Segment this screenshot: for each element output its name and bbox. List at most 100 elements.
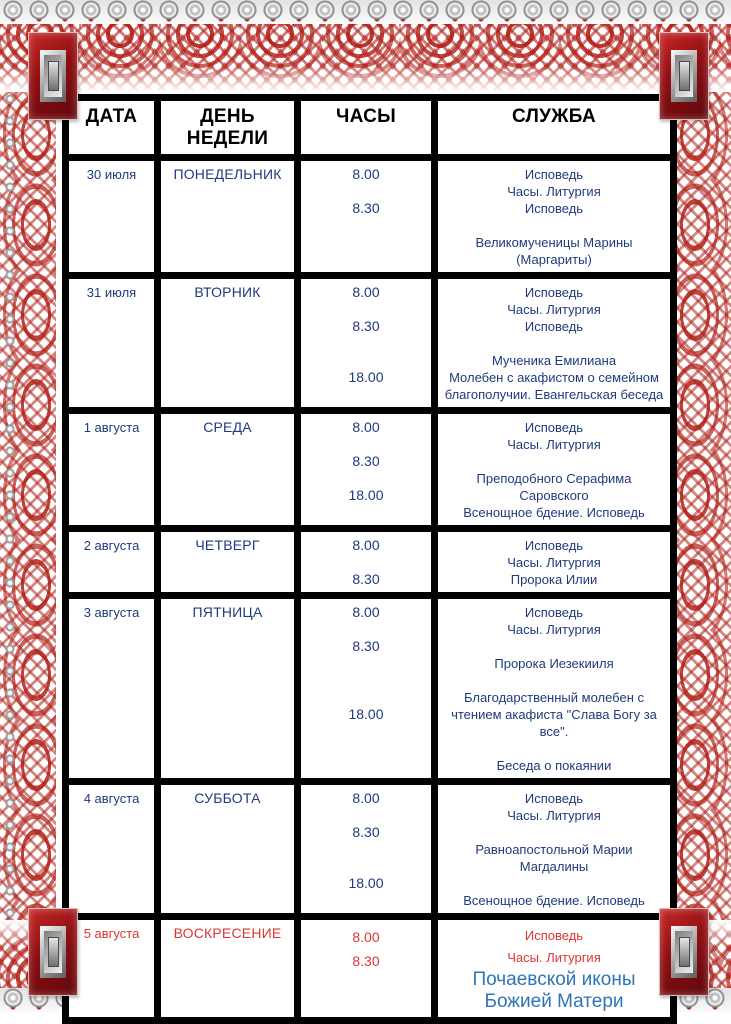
day-text: ВТОРНИК xyxy=(194,284,261,300)
hour-line: 8.30 xyxy=(352,953,380,969)
table-row: 31 июля ВТОРНИК 8.00 8.30 18.00 Исповедь Час… xyxy=(62,272,677,414)
date-text: 30 июля xyxy=(86,167,137,182)
hour-line: 8.00 xyxy=(352,284,380,300)
table-row: 1 августа СРЕДА 8.00 8.30 18.00 Исповедь Час… xyxy=(62,407,677,532)
hours-cell: 8.00 8.30 xyxy=(294,154,438,279)
service-line xyxy=(442,335,667,352)
date-cell: 3 августа xyxy=(62,592,161,785)
hour-line: 8.00 xyxy=(352,537,380,553)
day-text: ВОСКРЕСЕНИЕ xyxy=(173,925,282,941)
service-line: Часы. Литургия xyxy=(507,302,601,317)
gem-bevel xyxy=(671,50,697,102)
date-text: 1 августа xyxy=(83,420,140,435)
hour-line: 18.00 xyxy=(348,369,384,385)
gem-core xyxy=(47,61,59,91)
schedule-table: ДАТА ДЕНЬ НЕДЕЛИ ЧАСЫ СЛУЖБА 30 июля ПОНЕДЕЛ… xyxy=(62,94,677,1024)
hours-cell: 8.00 8.30 18.00 xyxy=(294,778,438,920)
column-header: ДЕНЬ НЕДЕЛИ xyxy=(154,94,301,161)
gem-core xyxy=(47,937,59,967)
day-cell: ПОНЕДЕЛЬНИК xyxy=(154,154,301,279)
day-cell: ВТОРНИК xyxy=(154,272,301,414)
column-header: СЛУЖБА xyxy=(431,94,677,161)
table-row: 4 августа СУББОТА 8.00 8.30 18.00 Исповедь Ч… xyxy=(62,778,677,920)
service-cell: Исповедь Часы. Литургия Преподобного Сера… xyxy=(431,407,677,532)
column-header: ДАТА xyxy=(62,94,161,161)
service-line: Исповедь xyxy=(524,928,584,943)
hour-line xyxy=(305,183,428,200)
table-row: 3 августа ПЯТНИЦА 8.00 8.30 18.00 Исповедь Ч… xyxy=(62,592,677,785)
service-line: Часы. Литургия xyxy=(507,950,601,965)
hour-line: 8.30 xyxy=(352,571,380,587)
corner-gem-top-right xyxy=(659,32,709,120)
service-line: Благодарственный молебен с чтением акафи… xyxy=(451,690,657,739)
service-cell: Исповедь Часы. Литургия Исповедь Мученика … xyxy=(431,272,677,414)
gem-core xyxy=(678,61,690,91)
header-row: ДАТА ДЕНЬ НЕДЕЛИ ЧАСЫ СЛУЖБА xyxy=(62,94,677,161)
service-line: Исповедь xyxy=(524,605,584,620)
service-line: Почаевской иконы Божией Матери xyxy=(472,969,636,1012)
corner-gem-bottom-left xyxy=(28,908,78,996)
service-line: Часы. Литургия xyxy=(507,555,601,570)
day-text: ЧЕТВЕРГ xyxy=(195,537,260,553)
hour-line: 8.00 xyxy=(352,419,380,435)
service-line xyxy=(442,638,667,655)
service-cell: Исповедь Часы. Литургия Исповедь Великомуч… xyxy=(431,154,677,279)
gem-bevel-inner xyxy=(675,55,693,97)
gem-bevel-inner xyxy=(44,55,62,97)
gem-core xyxy=(678,937,690,967)
table-row: 5 августа ВОСКРЕСЕНИЕ 8.00 8.30 Исповедь Часы… xyxy=(62,913,677,1024)
service-line: Часы. Литургия xyxy=(507,437,601,452)
hour-line: 8.30 xyxy=(352,200,380,216)
day-cell: ПЯТНИЦА xyxy=(154,592,301,785)
corner-gem-bottom-right xyxy=(659,908,709,996)
date-cell: 4 августа xyxy=(62,778,161,920)
service-line: Исповедь xyxy=(524,420,584,435)
hour-line xyxy=(305,470,428,487)
service-line: Пророка Иезекииля xyxy=(494,656,614,671)
service-line xyxy=(442,453,667,470)
date-cell: 30 июля xyxy=(62,154,161,279)
service-line: Исповедь xyxy=(524,791,584,806)
column-header: ЧАСЫ xyxy=(294,94,438,161)
hour-line: 18.00 xyxy=(348,487,384,503)
service-line: Равноапостольной Марии Магдалины xyxy=(475,842,633,874)
gem-bevel-inner xyxy=(675,931,693,973)
gem-bevel xyxy=(40,926,66,978)
hour-line: 8.00 xyxy=(352,604,380,620)
service-line xyxy=(442,740,667,757)
hour-line xyxy=(305,621,428,638)
service-line: Преподобного Серафима Саровского xyxy=(476,471,632,503)
service-cell: Исповедь Часы. Литургия Пророка Иезекииля… xyxy=(431,592,677,785)
day-text: СУББОТА xyxy=(194,790,261,806)
service-line: Беседа о покаянии xyxy=(496,758,612,773)
service-cell: Исповедь Часы. Литургия Почаевской иконы Б… xyxy=(431,913,677,1024)
service-line: Исповедь xyxy=(524,285,584,300)
hour-line: 8.00 xyxy=(352,166,380,182)
service-line: Мученика Емилиана xyxy=(491,353,617,368)
date-text: 31 июля xyxy=(86,285,137,300)
hour-line: 18.00 xyxy=(348,875,384,891)
schedule-table-container: ДАТА ДЕНЬ НЕДЕЛИ ЧАСЫ СЛУЖБА 30 июля ПОНЕДЕЛ… xyxy=(62,94,677,1024)
service-line: Пророка Илии xyxy=(510,572,598,587)
service-line: Всенощное бдение. Исповедь xyxy=(463,893,645,908)
date-text: 5 августа xyxy=(83,926,140,941)
hours-cell: 8.00 8.30 xyxy=(294,525,438,599)
date-cell: 1 августа xyxy=(62,407,161,532)
hour-line xyxy=(305,301,428,318)
hour-line xyxy=(305,841,428,858)
day-cell: СРЕДА xyxy=(154,407,301,532)
service-line: Часы. Литургия xyxy=(507,808,601,823)
date-text: 2 августа xyxy=(83,538,140,553)
hour-line xyxy=(305,554,428,571)
service-line: Часы. Литургия xyxy=(507,184,601,199)
table-row: 2 августа ЧЕТВЕРГ 8.00 8.30 Исповедь Часы. Л… xyxy=(62,525,677,599)
lace-trim-top xyxy=(0,0,731,24)
corner-gem-top-left xyxy=(28,32,78,120)
hour-line xyxy=(305,807,428,824)
day-cell: ЧЕТВЕРГ xyxy=(154,525,301,599)
day-text: ПОНЕДЕЛЬНИК xyxy=(173,166,282,182)
hour-line xyxy=(305,672,428,689)
hour-line: 8.30 xyxy=(352,638,380,654)
ornament-border-right xyxy=(675,0,731,1024)
service-line: Исповедь xyxy=(524,319,584,334)
